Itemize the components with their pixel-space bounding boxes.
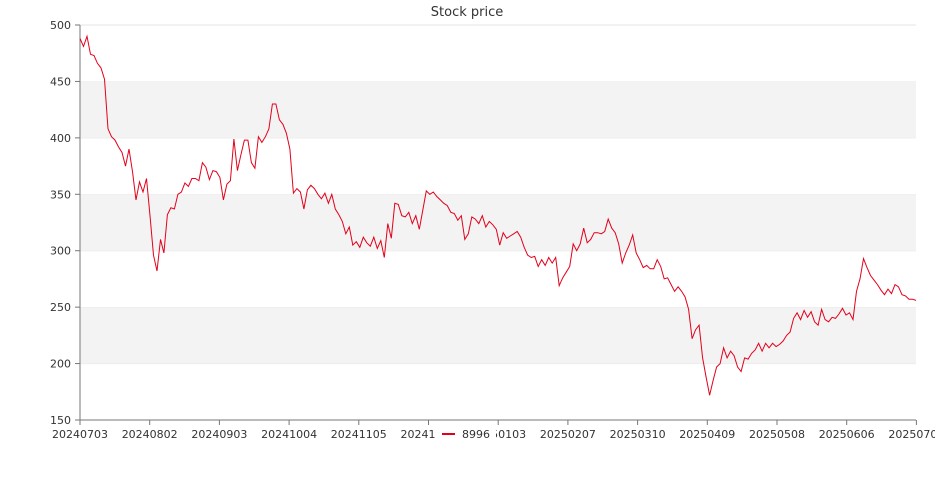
y-tick-label: 250 xyxy=(50,301,71,314)
y-axis-ticks: 150 200 250 300 350 400 450 500 xyxy=(50,19,80,427)
legend-label: 8996 xyxy=(462,428,490,441)
y-tick-label: 200 xyxy=(50,358,71,371)
grid-band xyxy=(80,137,916,195)
y-tick-label: 450 xyxy=(50,75,71,88)
x-tick-label: 20250508 xyxy=(749,428,805,441)
grid-band xyxy=(80,307,916,364)
x-axis-ticks: 20240703 20240802 20240903 20241004 20241105… xyxy=(52,420,935,441)
grid-bands xyxy=(80,24,916,420)
grid-band xyxy=(80,81,916,138)
y-tick-label: 150 xyxy=(50,414,71,427)
chart-title: Stock price xyxy=(431,5,503,20)
y-tick-label: 500 xyxy=(50,19,71,32)
x-tick-label: 20240903 xyxy=(191,428,247,441)
series-line-8996 xyxy=(79,34,917,396)
x-tick-label: 20241105 xyxy=(331,428,387,441)
y-tick-label: 350 xyxy=(50,188,71,201)
x-tick-label: 20241004 xyxy=(261,428,317,441)
grid-band xyxy=(80,25,916,82)
x-tick-label: 20250606 xyxy=(819,428,875,441)
x-tick-label: 20240703 xyxy=(52,428,108,441)
grid-band xyxy=(80,363,916,420)
legend-background xyxy=(436,426,496,442)
grid-band xyxy=(80,194,916,251)
x-tick-label: 20240802 xyxy=(122,428,178,441)
x-tick-label: 20250704 xyxy=(888,428,935,441)
grid-band xyxy=(80,250,916,308)
y-tick-label: 400 xyxy=(50,132,71,145)
x-tick-label: 20250310 xyxy=(610,428,666,441)
legend: 8996 xyxy=(436,426,496,442)
x-tick-label: 20250207 xyxy=(540,428,596,441)
x-tick-label: 20250409 xyxy=(679,428,735,441)
y-tick-label: 300 xyxy=(50,245,71,258)
